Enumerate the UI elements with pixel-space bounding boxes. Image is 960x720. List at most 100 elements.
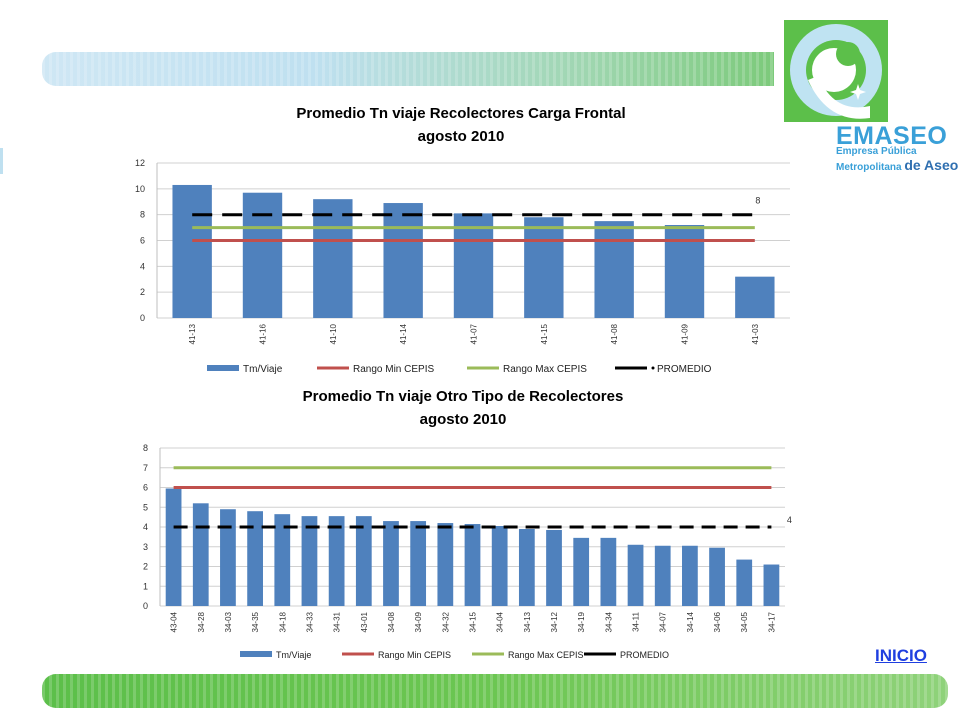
bar-34-31 bbox=[328, 516, 345, 606]
logo-subtitle-line2-a: Metropolitana bbox=[836, 162, 905, 173]
emaseo-logo-mark bbox=[784, 20, 888, 122]
x-tick-label: 34-13 bbox=[523, 611, 532, 632]
bar-41-15 bbox=[524, 217, 564, 318]
x-tick-label: 34-19 bbox=[577, 611, 586, 632]
legend-label-rango-min-cepis: Rango Min CEPIS bbox=[378, 650, 451, 660]
chart-otro-tipo: Promedio Tn viaje Otro Tipo de Recolecto… bbox=[143, 388, 792, 660]
legend-label-rango-max-cepis: Rango Max CEPIS bbox=[508, 650, 584, 660]
bar-34-07 bbox=[654, 545, 671, 606]
x-tick-label: 41-14 bbox=[399, 323, 408, 344]
x-tick-label: 41-16 bbox=[259, 323, 268, 344]
legend-label-rango-max-cepis: Rango Max CEPIS bbox=[503, 364, 587, 375]
chart-carga-frontal: Promedio Tn viaje Recolectores Carga Fro… bbox=[135, 105, 790, 375]
y-tick-label: 4 bbox=[143, 522, 148, 532]
x-tick-label: 34-33 bbox=[305, 611, 314, 632]
x-tick-label: 34-15 bbox=[469, 611, 478, 632]
x-tick-label: 34-03 bbox=[224, 611, 233, 632]
promedio-data-label: 8 bbox=[755, 196, 760, 206]
bar-34-33 bbox=[301, 516, 318, 606]
legend-label-promedio: PROMEDIO bbox=[657, 364, 712, 375]
x-tick-label: 34-12 bbox=[550, 611, 559, 632]
x-tick-label: 34-28 bbox=[197, 611, 206, 632]
chart-subtitle: agosto 2010 bbox=[418, 128, 505, 145]
y-tick-label: 2 bbox=[143, 562, 148, 572]
x-tick-label: 34-32 bbox=[441, 611, 450, 632]
bar-41-14 bbox=[383, 203, 423, 318]
y-tick-label: 5 bbox=[143, 502, 148, 512]
x-tick-label: 43-01 bbox=[360, 611, 369, 632]
bar-34-05 bbox=[736, 559, 753, 606]
x-tick-label: 34-05 bbox=[740, 611, 749, 632]
legend-label-rango-min-cepis: Rango Min CEPIS bbox=[353, 364, 434, 375]
bar-41-16 bbox=[242, 192, 283, 318]
bar-34-18 bbox=[274, 514, 291, 606]
bar-34-03 bbox=[220, 509, 236, 606]
logo-wordmark: EMASEO bbox=[836, 122, 948, 150]
bar-34-13 bbox=[518, 528, 535, 606]
bar-34-14 bbox=[682, 545, 698, 606]
y-tick-label: 2 bbox=[140, 287, 145, 297]
bar-43-04 bbox=[165, 488, 182, 606]
bottom-decorative-band bbox=[42, 674, 948, 708]
bar-34-34 bbox=[600, 537, 617, 606]
y-tick-label: 3 bbox=[143, 542, 148, 552]
x-tick-label: 41-13 bbox=[188, 323, 197, 344]
y-tick-label: 12 bbox=[135, 158, 145, 168]
x-tick-label: 41-09 bbox=[681, 323, 690, 344]
legend-label-tm/viaje: Tm/Viaje bbox=[243, 364, 283, 375]
bar-41-13 bbox=[172, 184, 212, 318]
x-tick-label: 34-14 bbox=[686, 611, 695, 632]
x-tick-label: 43-04 bbox=[170, 611, 179, 632]
bar-43-01 bbox=[355, 516, 372, 606]
side-decorative-mark bbox=[0, 148, 3, 174]
bar-34-28 bbox=[192, 503, 209, 606]
legend-dot-promedio bbox=[651, 366, 655, 370]
legend-swatch-tm-viaje bbox=[240, 651, 272, 657]
x-tick-label: 34-17 bbox=[767, 611, 776, 632]
x-tick-label: 34-06 bbox=[713, 611, 722, 632]
bar-34-15 bbox=[464, 524, 481, 606]
bar-41-09 bbox=[664, 225, 705, 318]
y-tick-label: 7 bbox=[143, 463, 148, 473]
logo-subtitle-line1: Empresa Pública bbox=[836, 146, 917, 157]
bar-34-06 bbox=[709, 547, 725, 606]
bar-34-12 bbox=[546, 529, 562, 606]
chart-subtitle: agosto 2010 bbox=[420, 411, 507, 428]
x-tick-label: 34-35 bbox=[251, 611, 260, 632]
inicio-link[interactable]: INICIO bbox=[875, 646, 927, 665]
y-tick-label: 0 bbox=[143, 601, 148, 611]
bar-34-11 bbox=[627, 544, 644, 606]
x-tick-label: 34-08 bbox=[387, 611, 396, 632]
y-tick-label: 8 bbox=[140, 210, 145, 220]
x-tick-label: 41-15 bbox=[540, 323, 549, 344]
chart-title: Promedio Tn viaje Otro Tipo de Recolecto… bbox=[303, 388, 624, 405]
bar-41-10 bbox=[313, 199, 353, 318]
legend-swatch-tm-viaje bbox=[207, 365, 239, 371]
x-tick-label: 34-04 bbox=[496, 611, 505, 632]
bar-34-09 bbox=[410, 521, 427, 606]
x-tick-label: 34-34 bbox=[604, 611, 613, 632]
y-tick-label: 6 bbox=[140, 236, 145, 246]
promedio-data-label: 4 bbox=[787, 515, 792, 525]
bar-41-03 bbox=[735, 276, 775, 318]
y-tick-label: 1 bbox=[143, 581, 148, 591]
y-tick-label: 0 bbox=[140, 313, 145, 323]
x-tick-label: 41-07 bbox=[470, 323, 479, 344]
x-tick-label: 41-08 bbox=[610, 323, 619, 344]
y-tick-label: 10 bbox=[135, 184, 145, 194]
bar-41-07 bbox=[453, 213, 494, 318]
bar-34-04 bbox=[491, 526, 508, 606]
x-tick-label: 34-09 bbox=[414, 611, 423, 632]
x-tick-label: 41-10 bbox=[329, 323, 338, 344]
bar-34-19 bbox=[573, 537, 590, 606]
x-tick-label: 34-07 bbox=[659, 611, 668, 632]
bar-41-08 bbox=[594, 221, 634, 318]
y-tick-label: 4 bbox=[140, 261, 145, 271]
chart-title: Promedio Tn viaje Recolectores Carga Fro… bbox=[296, 105, 625, 122]
bar-34-08 bbox=[383, 521, 399, 606]
logo-subtitle-line2: Metropolitana de Aseo bbox=[836, 157, 958, 173]
x-tick-label: 41-03 bbox=[751, 323, 760, 344]
legend-label-tm/viaje: Tm/Viaje bbox=[276, 650, 311, 660]
x-tick-label: 34-31 bbox=[333, 611, 342, 632]
y-tick-label: 6 bbox=[143, 483, 148, 493]
